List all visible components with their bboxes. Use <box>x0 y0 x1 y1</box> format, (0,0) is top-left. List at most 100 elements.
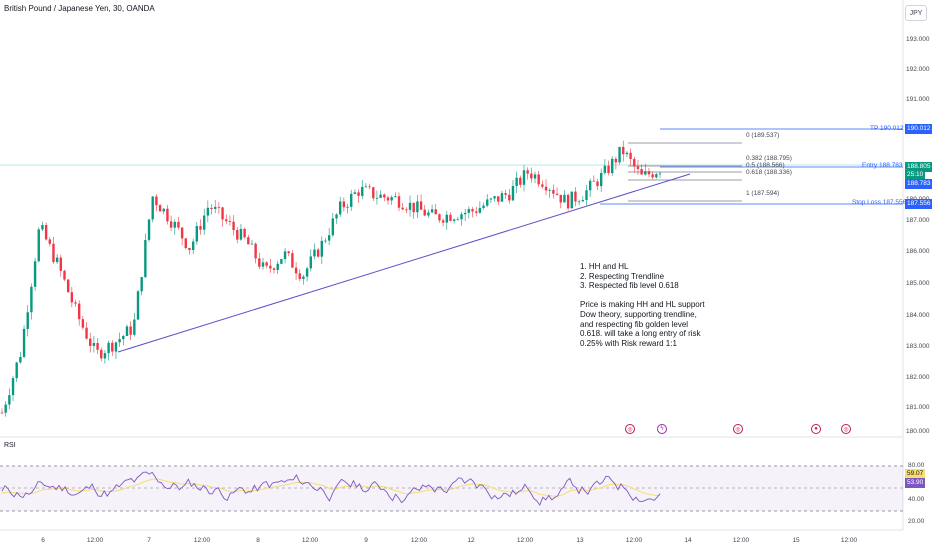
candle-body <box>33 261 37 287</box>
price-axis-label: 181.000 <box>906 404 930 411</box>
fib-label-618: 0.618 (188.336) <box>746 169 792 176</box>
candle-body <box>338 201 342 215</box>
candle-body <box>221 207 224 220</box>
candle-body <box>482 205 485 208</box>
rsi-value-tag: 53.90 <box>905 478 926 488</box>
candle-body <box>655 174 658 178</box>
candle-body <box>291 253 294 268</box>
earnings-icon[interactable]: ◎ <box>841 424 851 434</box>
candle-body <box>77 303 81 320</box>
note-line: 0.25% with Risk reward 1:1 <box>580 338 677 348</box>
candle-body <box>92 343 96 346</box>
candle-body <box>118 339 121 343</box>
candle-body <box>533 174 537 179</box>
time-axis-label: 13 <box>576 537 584 544</box>
candle-body <box>184 238 187 249</box>
note-line: Dow theory, supporting trendline, <box>580 309 697 319</box>
earnings-icon[interactable]: ◎ <box>625 424 635 434</box>
price-axis-label: 193.000 <box>906 36 930 43</box>
candle-body <box>375 197 379 199</box>
candle-body <box>283 251 287 260</box>
candle-body <box>581 200 585 202</box>
price-axis-label: 191.000 <box>906 96 930 103</box>
split-icon[interactable]: ● <box>811 424 821 434</box>
candle-body <box>26 312 29 329</box>
price-axis-label: 180.000 <box>906 428 930 435</box>
candle-body <box>122 335 125 340</box>
candle-body <box>644 171 647 175</box>
candle-body <box>416 201 419 213</box>
candle-body <box>441 220 445 223</box>
price-axis-label: 192.000 <box>906 66 930 73</box>
candle-body <box>166 208 169 222</box>
candle-body <box>232 221 235 231</box>
candle-body <box>206 207 210 216</box>
candle-body <box>397 196 401 208</box>
candle-body <box>372 187 375 199</box>
time-axis-label: 12:00 <box>86 537 104 544</box>
candle-body <box>607 165 610 174</box>
candle-body <box>614 158 618 163</box>
candle-body <box>107 342 110 354</box>
candle-body <box>272 268 276 270</box>
candle-body <box>320 240 324 257</box>
earnings-icon[interactable]: ◎ <box>733 424 743 434</box>
candle-body <box>144 239 147 278</box>
candle-body <box>30 286 33 313</box>
note-point: 3. Respected fib level 0.618 <box>580 281 679 291</box>
trendline <box>117 173 691 353</box>
candle-body <box>250 243 254 245</box>
candle-body <box>342 201 346 208</box>
time-axis-label: 12 <box>467 537 475 544</box>
candle-body <box>37 229 40 262</box>
time-axis-label: 12:00 <box>732 537 750 544</box>
candle-body <box>298 273 301 279</box>
candle-body <box>327 235 331 241</box>
candle-body <box>478 207 482 213</box>
candle-body <box>313 249 316 257</box>
candle-body <box>100 349 103 359</box>
candle-body <box>611 158 614 174</box>
analysis-note: 1. HH and HL 2. Respecting Trendline 3. … <box>580 262 705 348</box>
candle-body <box>555 193 559 195</box>
dividend-icon[interactable]: ϟ <box>657 424 667 434</box>
candle-body <box>592 180 596 182</box>
time-axis-label: 6 <box>41 537 45 544</box>
candle-body <box>147 219 151 240</box>
candle-body <box>486 199 489 206</box>
stop-loss-price-tag: 187.556 <box>905 199 932 209</box>
time-axis-label: 12:00 <box>193 537 211 544</box>
candle-body <box>364 186 368 188</box>
candle-body <box>15 362 18 379</box>
rsi-band <box>0 466 903 511</box>
rsi-ma-tag: 59.07 <box>905 469 926 479</box>
candle-body <box>658 173 662 175</box>
candle-body <box>114 342 118 352</box>
candle-body <box>309 256 312 269</box>
countdown-tag: 25:10 <box>905 170 926 180</box>
candle-body <box>570 191 573 209</box>
time-axis-label: 7 <box>147 537 151 544</box>
candle-body <box>19 356 22 363</box>
candle-body <box>4 404 7 413</box>
candle-body <box>202 215 206 230</box>
candle-body <box>52 243 55 263</box>
time-axis-label: 15 <box>792 537 800 544</box>
fib-label-382: 0.382 (188.795) <box>746 155 792 162</box>
stop-loss-label: Stop Loss 187.556 <box>852 199 907 206</box>
time-axis-label: 9 <box>364 537 368 544</box>
candle-body <box>471 209 474 212</box>
candle-body <box>346 206 349 208</box>
candle-body <box>11 378 15 396</box>
candle-body <box>412 202 415 213</box>
candle-body <box>548 189 551 191</box>
currency-button[interactable]: JPY <box>905 5 927 21</box>
candle-body <box>522 170 526 185</box>
candle-body <box>41 224 44 230</box>
candle-body <box>419 201 423 210</box>
candle-body <box>625 152 629 155</box>
rsi-ma-line <box>1 478 661 497</box>
candle-body <box>331 218 335 236</box>
candle-body <box>489 198 493 200</box>
